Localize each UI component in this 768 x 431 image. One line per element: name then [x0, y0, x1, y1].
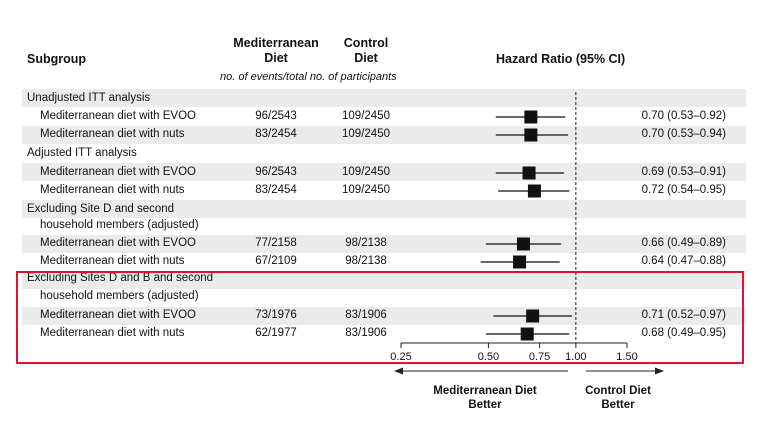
header-subtitle: no. of events/total no. of participants — [220, 71, 397, 83]
row-hazard-ratio: 0.68 (0.49–0.95) — [641, 327, 726, 339]
header-mediterranean: Mediterranean Diet — [226, 36, 326, 66]
point-marker — [524, 110, 538, 124]
point-marker — [516, 237, 530, 251]
point-marker — [513, 255, 527, 269]
x-tick-label: 1.50 — [616, 351, 637, 363]
group-label: Excluding Sites D and B and second — [27, 272, 214, 284]
row-label: Mediterranean diet with EVOO — [40, 166, 196, 178]
row-control-events: 98/2138 — [345, 255, 387, 267]
header-control-line2: Diet — [354, 51, 378, 65]
arrow-label-mediterranean: Mediterranean Diet Better — [400, 384, 570, 412]
row-med-events: 83/2454 — [255, 184, 297, 196]
arrow-label-control-line1: Control Diet — [585, 385, 651, 397]
row-med-events: 83/2454 — [255, 128, 297, 140]
point-marker — [520, 327, 534, 341]
arrow-right-head — [655, 367, 664, 375]
row-control-events: 109/2450 — [342, 166, 390, 178]
x-tick-label: 0.75 — [529, 351, 550, 363]
row-hazard-ratio: 0.64 (0.47–0.88) — [641, 255, 726, 267]
group-label-continued: household members (adjusted) — [40, 219, 199, 231]
row-med-events: 62/1977 — [255, 327, 297, 339]
header-subgroup: Subgroup — [27, 52, 87, 66]
row-med-events: 96/2543 — [255, 110, 297, 122]
point-marker — [522, 166, 536, 180]
row-med-events: 67/2109 — [255, 255, 297, 267]
row-control-events: 109/2450 — [342, 110, 390, 122]
band-row-7 — [22, 307, 746, 325]
row-med-events: 96/2543 — [255, 166, 297, 178]
point-marker — [524, 128, 538, 142]
point-marker — [527, 184, 541, 198]
point-marker — [526, 309, 540, 323]
x-tick-label: 0.25 — [390, 351, 411, 363]
x-tick-label: 1.00 — [565, 351, 586, 363]
header-control-line1: Control — [343, 36, 389, 50]
arrow-left-head — [394, 367, 403, 375]
header-mediterranean-line1: Mediterranean — [233, 36, 319, 50]
band-group-1 — [22, 89, 746, 107]
row-hazard-ratio: 0.66 (0.49–0.89) — [641, 237, 726, 249]
row-hazard-ratio: 0.72 (0.54–0.95) — [641, 184, 726, 196]
highlight-box — [16, 271, 744, 364]
row-label: Mediterranean diet with nuts — [40, 184, 185, 196]
row-control-events: 109/2450 — [342, 128, 390, 140]
band-row-5 — [22, 235, 746, 253]
row-label: Mediterranean diet with EVOO — [40, 309, 196, 321]
x-tick-label: 0.50 — [478, 351, 499, 363]
row-label: Mediterranean diet with EVOO — [40, 110, 196, 122]
arrow-label-control: Control Diet Better — [570, 384, 666, 412]
row-control-events: 83/1906 — [345, 309, 387, 321]
group-label: Unadjusted ITT analysis — [27, 92, 151, 104]
row-med-events: 77/2158 — [255, 237, 297, 249]
band-group-3 — [22, 200, 746, 218]
group-label: Excluding Site D and second — [27, 203, 175, 215]
header-control: Control Diet — [326, 36, 406, 66]
row-hazard-ratio: 0.69 (0.53–0.91) — [641, 166, 726, 178]
header-hazard-ratio: Hazard Ratio (95% CI) — [496, 52, 626, 66]
arrow-label-control-line2: Better — [601, 399, 635, 411]
arrow-label-mediterranean-line2: Better — [468, 399, 502, 411]
band-group-4 — [22, 271, 746, 289]
forest-plot-marks: 0.25 0.50 0.75 1.00 1.50 — [390, 92, 664, 375]
group-label: Adjusted ITT analysis — [27, 147, 137, 159]
group-label-continued: household members (adjusted) — [40, 290, 199, 302]
row-med-events: 73/1976 — [255, 309, 297, 321]
band-row-2 — [22, 126, 746, 144]
row-hazard-ratio: 0.71 (0.52–0.97) — [641, 309, 726, 321]
row-label: Mediterranean diet with nuts — [40, 128, 185, 140]
arrow-label-mediterranean-line1: Mediterranean Diet — [433, 385, 537, 397]
row-hazard-ratio: 0.70 (0.53–0.92) — [641, 110, 726, 122]
row-label: Mediterranean diet with nuts — [40, 327, 185, 339]
row-hazard-ratio: 0.70 (0.53–0.94) — [641, 128, 726, 140]
row-control-events: 98/2138 — [345, 237, 387, 249]
row-control-events: 83/1906 — [345, 327, 387, 339]
row-label: Mediterranean diet with EVOO — [40, 237, 196, 249]
row-control-events: 109/2450 — [342, 184, 390, 196]
header-mediterranean-line2: Diet — [264, 51, 288, 65]
row-label: Mediterranean diet with nuts — [40, 255, 185, 267]
band-row-4 — [22, 163, 746, 181]
